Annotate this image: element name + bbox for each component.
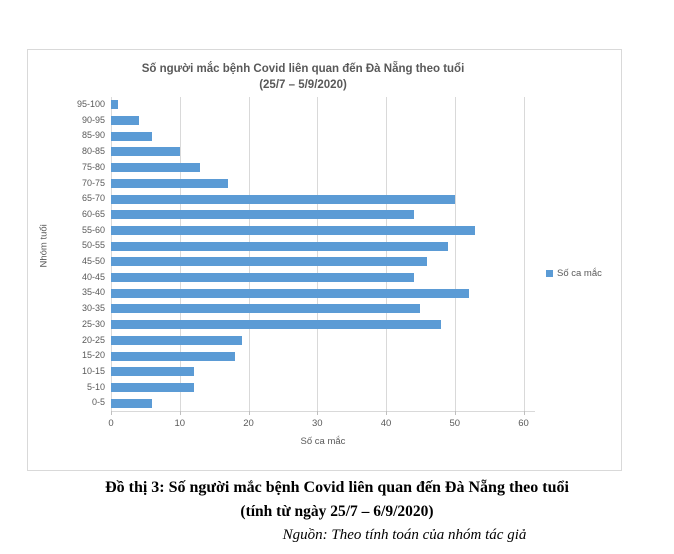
x-tick-40 <box>386 411 387 415</box>
y-axis-title: Nhóm tuổi <box>38 224 50 268</box>
category-label-0-5: 0-5 <box>91 397 105 408</box>
category-label-25-30: 25-30 <box>81 318 105 329</box>
bar-40-45 <box>111 273 414 283</box>
category-label-5-10: 5-10 <box>86 381 105 392</box>
category-label-85-90: 85-90 <box>81 130 105 141</box>
category-label-45-50: 45-50 <box>81 256 105 266</box>
gridline-x-10 <box>179 97 181 411</box>
bar-45-50 <box>111 257 428 267</box>
category-label-75-80: 75-80 <box>81 161 105 172</box>
category-label-70-75: 70-75 <box>81 177 105 188</box>
figure-caption: Đồ thị 3: Số người mắc bệnh Covid liên q… <box>0 475 674 547</box>
bar-90-95 <box>111 116 139 126</box>
gridline-x-30 <box>317 97 319 411</box>
legend-swatch-icon <box>546 270 553 277</box>
x-tick-20 <box>248 411 250 415</box>
bar-55-60 <box>111 225 476 235</box>
category-label-40-45: 40-45 <box>81 271 105 282</box>
category-label-80-85: 80-85 <box>81 146 105 157</box>
x-tick-10 <box>179 411 181 415</box>
category-label-65-70: 65-70 <box>81 193 105 204</box>
bar-30-35 <box>111 304 421 314</box>
bar-60-65 <box>111 210 414 220</box>
bar-95-100 <box>111 100 118 110</box>
x-axis-title: Số ca mắc <box>300 436 346 447</box>
bar-85-90 <box>111 131 153 141</box>
bar-20-25 <box>111 335 242 345</box>
gridline-x-20 <box>248 97 250 411</box>
x-axis-line <box>111 411 535 412</box>
legend-label: Số ca mắc <box>557 268 602 279</box>
x-tick-label-10: 10 <box>174 418 186 429</box>
gridline-x-50 <box>454 97 456 411</box>
gridline-x-40 <box>386 97 387 411</box>
x-tick-label-20: 20 <box>243 418 254 429</box>
bar-10-15 <box>111 367 194 377</box>
caption-title: Đồ thị 3: Số người mắc bệnh Covid liên q… <box>105 479 569 496</box>
bar-70-75 <box>111 178 228 188</box>
chart-container: Số người mắc bệnh Covid liên quan đến Đà… <box>27 49 622 471</box>
caption-source: Nguồn: Theo tính toán của nhóm tác giả <box>282 527 527 543</box>
bar-15-20 <box>111 351 235 361</box>
x-tick-60 <box>523 411 525 415</box>
x-tick-label-40: 40 <box>380 418 392 429</box>
category-label-20-25: 20-25 <box>81 334 105 345</box>
x-tick-label-0: 0 <box>108 418 114 429</box>
plot-area <box>111 97 535 411</box>
x-tick-50 <box>454 411 456 415</box>
gridline-x-60 <box>523 97 525 411</box>
category-label-30-35: 30-35 <box>81 303 105 314</box>
caption-date-range: (tính từ ngày 25/7 – 6/9/2020) <box>240 503 434 520</box>
bar-75-80 <box>111 163 201 173</box>
category-label-35-40: 35-40 <box>81 287 105 298</box>
bar-35-40 <box>111 288 469 298</box>
category-label-15-20: 15-20 <box>81 350 105 361</box>
bar-5-10 <box>111 382 194 392</box>
x-tick-30 <box>317 411 319 415</box>
x-tick-label-60: 60 <box>518 418 529 429</box>
legend: Số ca mắc <box>546 268 602 279</box>
gridline-x-0 <box>111 97 112 411</box>
x-tick-label-50: 50 <box>449 418 461 429</box>
chart-title: Số người mắc bệnh Covid liên quan đến Đà… <box>28 61 578 93</box>
category-label-50-55: 50-55 <box>81 240 105 251</box>
x-tick-0 <box>111 411 112 415</box>
bar-0-5 <box>111 398 153 408</box>
bar-25-30 <box>111 320 441 330</box>
bar-80-85 <box>111 147 180 157</box>
category-label-95-100: 95-100 <box>76 99 105 109</box>
chart-title-line1: Số người mắc bệnh Covid liên quan đến Đà… <box>141 63 465 75</box>
category-label-10-15: 10-15 <box>81 365 105 376</box>
category-label-60-65: 60-65 <box>81 208 105 219</box>
x-tick-label-30: 30 <box>311 418 323 429</box>
category-label-90-95: 90-95 <box>81 114 105 125</box>
chart-title-line2: (25/7 – 5/9/2020) <box>259 79 347 91</box>
bar-50-55 <box>111 241 448 251</box>
bar-65-70 <box>111 194 455 204</box>
category-label-55-60: 55-60 <box>81 224 105 235</box>
